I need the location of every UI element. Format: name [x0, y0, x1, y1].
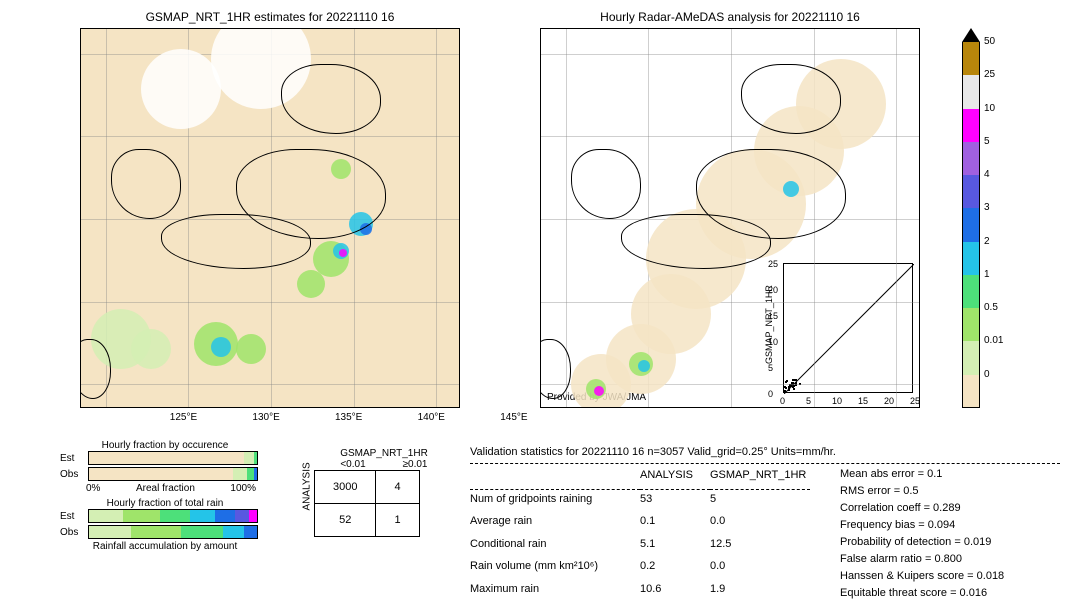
colorbar-tick-label: 25 [984, 69, 995, 80]
coastline [111, 149, 181, 219]
colorbar-segment [962, 308, 980, 341]
colorbar: 502510543210.50.010 [962, 28, 980, 408]
colorbar-tick-label: 3 [984, 202, 990, 213]
colorbar-segment [962, 242, 980, 275]
scatter-inset: 00551010151520202525ANALYSISGSMAP_NRT_1H… [783, 263, 913, 393]
colorbar-tick-label: 4 [984, 169, 990, 180]
x-tick-label: 135°E [335, 412, 362, 423]
right-map-title: Hourly Radar-AMeDAS analysis for 2022111… [540, 10, 920, 24]
coastline [621, 214, 771, 269]
score-row: Equitable threat score = 0.016 [840, 585, 1004, 602]
coastline [741, 64, 841, 134]
score-row: RMS error = 0.5 [840, 483, 1004, 500]
colorbar-tick-label: 2 [984, 236, 990, 247]
metric-value: 0.1 [640, 512, 710, 535]
left-map-title: GSMAP_NRT_1HR estimates for 20221110 16 [80, 10, 460, 24]
precip-blob [638, 360, 650, 372]
score-row: Frequency bias = 0.094 [840, 517, 1004, 534]
fraction-bars-block: Hourly fraction by occurenceEstObs0%Area… [60, 440, 270, 552]
right-map-panel: Hourly Radar-AMeDAS analysis for 2022111… [540, 10, 920, 408]
metric-value: 53 [640, 490, 710, 513]
colorbar-segment [962, 375, 980, 408]
colorbar-segment [962, 142, 980, 175]
validation-header: Validation statistics for 20221110 16 n=… [470, 444, 1060, 464]
metric-value: 5 [710, 490, 810, 513]
precip-blob [236, 334, 266, 364]
metric-value: 1.9 [710, 580, 810, 603]
colorbar-tick-label: 1 [984, 269, 990, 280]
x-tick-label: 125°E [170, 412, 197, 423]
metric-value: 12.5 [710, 535, 810, 558]
score-row: Mean abs error = 0.1 [840, 466, 1004, 483]
x-tick-label: 145°E [500, 412, 527, 423]
colorbar-segment [962, 341, 980, 374]
colorbar-tick-label: 5 [984, 136, 990, 147]
colorbar-segment [962, 109, 980, 142]
contingency-cell: 3000 [315, 471, 376, 504]
precip-blob [141, 49, 221, 129]
left-map-box: 25°N30°N35°N40°N45°N [80, 28, 460, 408]
colorbar-segment [962, 275, 980, 308]
colorbar-segment [962, 42, 980, 75]
colorbar-tick-label: 50 [984, 36, 995, 47]
metric-value: 0.0 [710, 557, 810, 580]
x-tick-label: 140°E [418, 412, 445, 423]
colorbar-tick-label: 0.01 [984, 335, 1003, 346]
metric-label: Average rain [470, 512, 640, 535]
contingency-cell: 4 [376, 471, 419, 504]
metric-value: 0.0 [710, 512, 810, 535]
colorbar-tick-label: 0.5 [984, 302, 998, 313]
metric-label: Num of gridpoints raining [470, 490, 640, 513]
colorbar-tick-label: 10 [984, 103, 995, 114]
score-row: Hanssen & Kuipers score = 0.018 [840, 568, 1004, 585]
score-row: False alarm ratio = 0.800 [840, 551, 1004, 568]
coastline [571, 149, 641, 219]
validation-stats-block: Validation statistics for 20221110 16 n=… [470, 444, 1060, 602]
metric-label: Maximum rain [470, 580, 640, 603]
colorbar-segment [962, 75, 980, 108]
contingency-block: GSMAP_NRT_1HR<0.01≥0.01ANALYSIS30004521 [300, 448, 446, 537]
contingency-cell: 52 [315, 504, 376, 537]
right-map-box: 00551010151520202525ANALYSISGSMAP_NRT_1H… [540, 28, 920, 408]
metric-label: Rain volume (mm km²10⁶) [470, 557, 640, 580]
left-map-panel: GSMAP_NRT_1HR estimates for 20221110 16 … [80, 10, 460, 408]
metric-value: 5.1 [640, 535, 710, 558]
precip-blob [339, 249, 347, 257]
score-row: Correlation coeff = 0.289 [840, 500, 1004, 517]
coastline [161, 214, 311, 269]
precip-blob [594, 386, 604, 396]
precip-blob [131, 329, 171, 369]
precip-blob [211, 337, 231, 357]
colorbar-segment [962, 208, 980, 241]
contingency-cell: 1 [376, 504, 419, 537]
precip-blob [631, 274, 711, 354]
colorbar-segment [962, 175, 980, 208]
metric-value: 10.6 [640, 580, 710, 603]
figure-root: GSMAP_NRT_1HR estimates for 20221110 16 … [0, 0, 1080, 612]
metric-value: 0.2 [640, 557, 710, 580]
colorbar-tick-label: 0 [984, 369, 990, 380]
coastline [281, 64, 381, 134]
score-row: Probability of detection = 0.019 [840, 534, 1004, 551]
x-tick-label: 130°E [252, 412, 279, 423]
metric-label: Conditional rain [470, 535, 640, 558]
precip-blob [297, 270, 325, 298]
